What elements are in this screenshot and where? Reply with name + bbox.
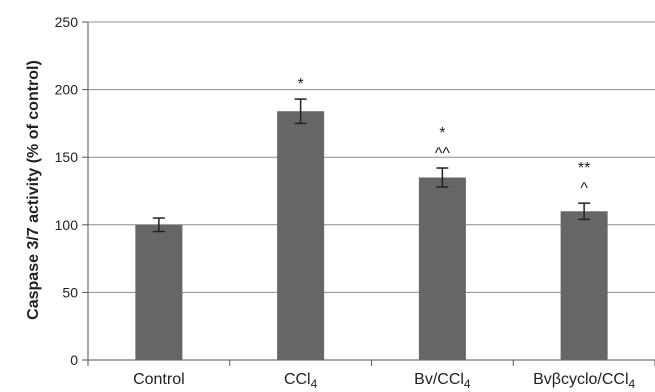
y-tick-label: 50	[62, 284, 78, 300]
gridlines	[82, 21, 655, 366]
significance-markers: **^^**^	[298, 76, 591, 197]
significance-marker: **	[578, 160, 590, 177]
significance-marker: *	[298, 76, 304, 93]
significance-marker: *	[439, 125, 445, 142]
y-tick-label: 200	[55, 82, 79, 98]
bar	[418, 177, 466, 360]
x-tick-label-main: Control	[133, 371, 185, 388]
bar	[277, 111, 325, 361]
axes	[87, 22, 655, 361]
x-tick-label: Bv/CCl4	[414, 371, 471, 391]
error-bars	[152, 98, 591, 233]
x-tick-label: CCl4	[284, 371, 318, 391]
y-axis-label: Caspase 3/7 activity (% of control)	[25, 60, 42, 320]
bars	[135, 111, 608, 361]
x-tick-label-main: Bv/CCl	[414, 371, 464, 388]
x-tick-label-subscript: 4	[311, 377, 318, 391]
y-tick-label: 150	[55, 149, 79, 165]
x-tick-labels: Control CCl4 Bv/CCl4 Bvβcyclo/CCl4	[133, 371, 635, 391]
x-tick-label-subscript: 4	[464, 377, 471, 391]
bar	[135, 224, 183, 360]
x-tick-label-main: Bvβcyclo/CCl	[533, 371, 628, 388]
significance-marker: ^	[580, 180, 588, 197]
y-tick-labels: 0 50 100 150 200 250	[55, 14, 79, 368]
x-tick-label: Control	[133, 371, 185, 388]
x-tick-label: Bvβcyclo/CCl4	[533, 371, 635, 391]
significance-marker: ^^	[435, 145, 451, 162]
y-tick-label: 0	[70, 352, 78, 368]
y-tick-label: 250	[55, 14, 79, 30]
y-tick-label: 100	[55, 217, 79, 233]
bar	[560, 211, 608, 360]
x-tick-label-main: CCl	[284, 371, 311, 388]
x-tick-label-subscript: 4	[629, 377, 636, 391]
